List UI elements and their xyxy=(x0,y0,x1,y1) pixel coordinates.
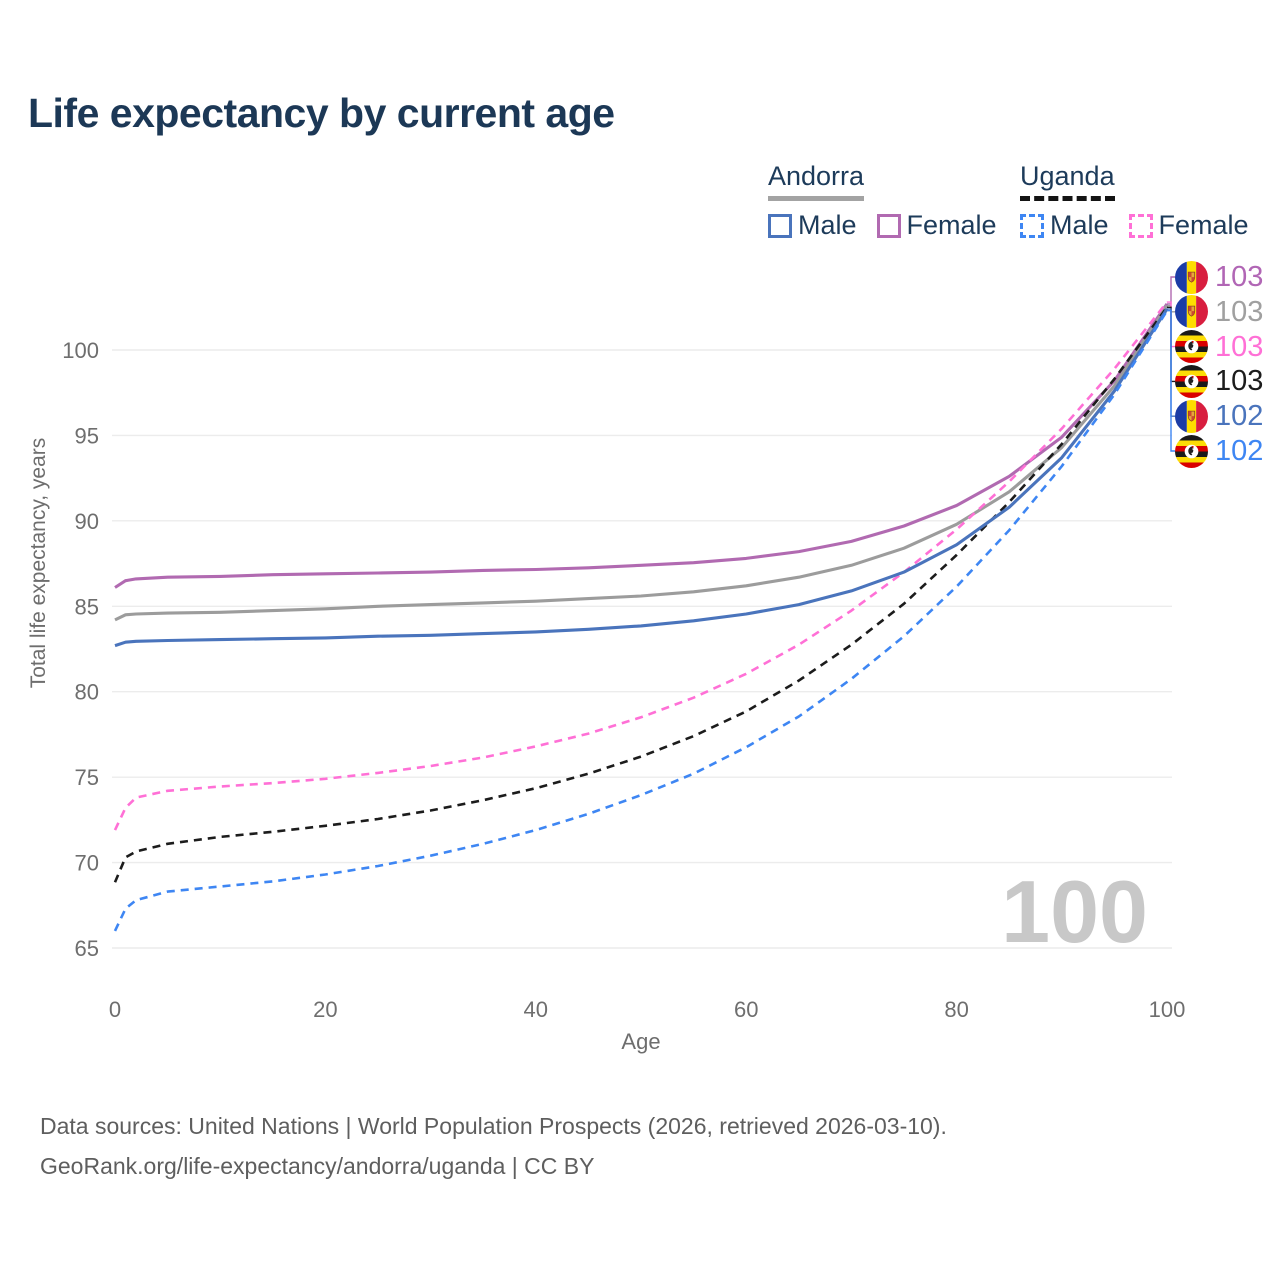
legend-country-uganda[interactable]: Uganda xyxy=(1020,161,1115,201)
end-value: 103 xyxy=(1215,295,1264,328)
y-tick-90: 90 xyxy=(75,509,99,534)
x-tick-0: 0 xyxy=(109,997,121,1022)
y-axis-title: Total life expectancy, years xyxy=(27,438,50,689)
series-line-uganda-female[interactable] xyxy=(113,301,1169,831)
end-label-uganda-all: 103 xyxy=(1175,364,1263,398)
x-tick-60: 60 xyxy=(734,997,758,1022)
chart-footer: Data sources: United Nations | World Pop… xyxy=(40,1106,947,1186)
end-value: 102 xyxy=(1215,400,1264,433)
y-tick-80: 80 xyxy=(75,680,99,705)
andorra-female-checkbox[interactable] xyxy=(876,213,901,238)
y-tick-75: 75 xyxy=(75,765,99,790)
legend-group-andorra: Andorra Male Female xyxy=(768,161,1017,241)
andorra-flag-icon xyxy=(1175,261,1208,294)
series-line-uganda-all[interactable] xyxy=(113,306,1169,883)
andorra-flag-icon xyxy=(1175,400,1208,433)
data-sources-text: Data sources: United Nations | World Pop… xyxy=(40,1113,947,1139)
y-tick-85: 85 xyxy=(75,594,99,619)
y-tick-70: 70 xyxy=(75,851,99,876)
end-label-andorra-female: 103 xyxy=(1175,260,1263,294)
legend-country-andorra[interactable]: Andorra xyxy=(768,161,865,201)
end-label-andorra-all: 103 xyxy=(1175,295,1263,329)
end-value: 103 xyxy=(1215,365,1264,398)
leader-line-0 xyxy=(1167,276,1175,305)
series-line-uganda-male[interactable] xyxy=(113,310,1169,932)
uganda-female-label: Female xyxy=(1158,210,1249,240)
end-value: 102 xyxy=(1215,435,1264,467)
end-value: 103 xyxy=(1215,261,1264,293)
legend-group-uganda: Uganda Male Female xyxy=(1020,161,1269,241)
series-line-andorra-all[interactable] xyxy=(114,304,1169,622)
uganda-flag-icon xyxy=(1175,330,1208,363)
end-label-uganda-female: 103 xyxy=(1175,330,1263,364)
page-title: Life expectancy by current age xyxy=(28,90,615,136)
y-tick-65: 65 xyxy=(75,936,99,961)
uganda-male-checkbox[interactable] xyxy=(1020,213,1044,238)
series-line-andorra-female[interactable] xyxy=(114,303,1169,589)
x-axis-title: Age xyxy=(621,1029,660,1054)
uganda-male-label: Male xyxy=(1050,210,1109,240)
end-label-uganda-male: 102 xyxy=(1175,434,1263,468)
andorra-male-checkbox[interactable] xyxy=(768,213,792,238)
y-tick-95: 95 xyxy=(75,423,99,448)
x-tick-100: 100 xyxy=(1149,997,1186,1022)
uganda-flag-icon xyxy=(1175,365,1208,398)
end-value: 103 xyxy=(1215,330,1264,363)
x-tick-80: 80 xyxy=(944,997,968,1022)
andorra-female-label: Female xyxy=(906,210,997,240)
uganda-flag-icon xyxy=(1175,435,1208,468)
andorra-flag-icon xyxy=(1175,295,1208,328)
y-tick-100: 100 xyxy=(62,338,99,363)
x-tick-20: 20 xyxy=(313,997,337,1022)
andorra-male-label: Male xyxy=(798,210,857,240)
x-tick-40: 40 xyxy=(524,997,548,1022)
attribution-link-text[interactable]: GeoRank.org/life-expectancy/andorra/ugan… xyxy=(40,1153,595,1179)
leader-line-5 xyxy=(1167,310,1175,452)
end-label-andorra-male: 102 xyxy=(1175,399,1263,433)
series-line-andorra-male[interactable] xyxy=(114,308,1169,648)
age-indicator-watermark: 100 xyxy=(1001,862,1148,961)
uganda-female-checkbox[interactable] xyxy=(1128,213,1153,238)
